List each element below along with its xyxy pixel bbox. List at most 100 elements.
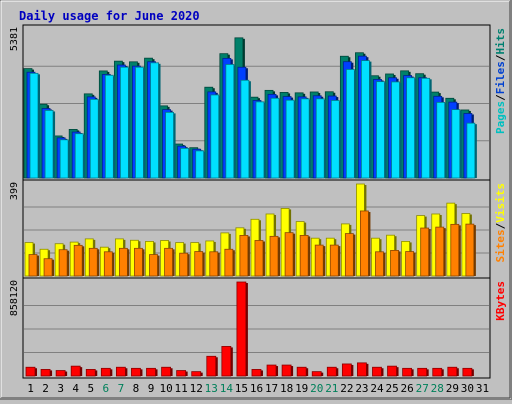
bar-sites-day-7 — [118, 247, 130, 277]
side-label-hits: Pages/Files/Hits — [494, 28, 507, 134]
bar-kbytes-day-28 — [432, 367, 444, 377]
x-tick-label: 29 — [446, 382, 459, 395]
x-tick-label: 11 — [175, 382, 188, 395]
bar-shadow — [230, 347, 233, 376]
x-tick-label: 19 — [295, 382, 308, 395]
bar-kbytes-day-30 — [462, 367, 474, 377]
bar-shadow — [97, 249, 100, 276]
bar-kbytes-day-9 — [146, 367, 158, 377]
bar-shadow — [50, 370, 53, 376]
bar-pages-day-9 — [150, 62, 161, 179]
bar-body — [44, 110, 54, 179]
bar-body — [462, 367, 473, 377]
bar-pages-day-21 — [330, 100, 342, 179]
x-tick-label: 12 — [190, 382, 203, 395]
x-tick-label: 31 — [476, 382, 489, 395]
bar-shadow — [82, 246, 85, 276]
bar-body — [329, 244, 339, 277]
bar-shadow — [443, 228, 446, 276]
bar-shadow — [110, 369, 113, 376]
bar-shadow — [170, 368, 173, 376]
bar-shadow — [233, 65, 236, 178]
bar-body — [73, 244, 83, 277]
x-tick-label: 7 — [118, 382, 125, 395]
y-max-label: 858120 — [9, 280, 20, 316]
bar-body — [344, 233, 354, 277]
bar-shadow — [366, 363, 369, 376]
bar-sites-day-19 — [299, 235, 311, 277]
bar-pages-day-2 — [44, 110, 56, 179]
bar-pages-day-18 — [285, 99, 297, 179]
bar-shadow — [444, 103, 447, 178]
bar-body — [300, 98, 310, 179]
side-label-part: / — [494, 54, 507, 61]
bar-body — [315, 98, 325, 179]
bar-pages-day-23 — [361, 60, 372, 179]
side-label-part: / — [494, 222, 507, 229]
bar-body — [390, 250, 399, 277]
bar-shadow — [83, 134, 86, 178]
bar-shadow — [368, 211, 371, 276]
bar-shadow — [456, 368, 459, 376]
bar-body — [284, 232, 294, 277]
bar-body — [115, 366, 126, 377]
bar-shadow — [398, 251, 401, 276]
bar-body — [146, 367, 156, 377]
bar-pages-day-10 — [165, 111, 176, 179]
bar-shadow — [294, 101, 297, 178]
bar-body — [58, 249, 68, 277]
bar-sites-day-28 — [435, 226, 446, 277]
side-label-part: Sites — [494, 229, 507, 262]
x-tick-label: 9 — [148, 382, 155, 395]
bar-shadow — [279, 99, 282, 178]
bar-body — [100, 367, 111, 377]
side-label-part: Files — [494, 61, 507, 94]
bar-shadow — [338, 246, 341, 276]
bar-pages-day-29 — [451, 109, 462, 179]
x-tick-label: 15 — [235, 382, 248, 395]
bar-body — [269, 235, 279, 277]
bar-shadow — [369, 61, 372, 178]
bar-body — [59, 139, 69, 179]
bar-kbytes-day-8 — [131, 367, 143, 377]
bar-body — [209, 251, 219, 277]
bar-kbytes-day-7 — [115, 366, 128, 377]
bar-body — [311, 371, 322, 377]
bar-kbytes-day-5 — [85, 369, 98, 377]
bar-pages-day-16 — [255, 101, 266, 179]
bar-shadow — [155, 369, 158, 376]
bar-shadow — [339, 101, 342, 178]
bar-body — [251, 369, 262, 377]
bar-pages-day-15 — [240, 79, 251, 179]
bar-kbytes-day-12 — [191, 371, 203, 377]
bar-pages-day-3 — [59, 139, 71, 179]
x-tick-label: 4 — [72, 382, 79, 395]
bar-shadow — [202, 252, 205, 276]
x-tick-label: 8 — [133, 382, 140, 395]
bar-body — [436, 102, 446, 179]
bar-sites-day-27 — [420, 227, 431, 277]
bar-shadow — [474, 124, 477, 178]
bar-body — [465, 223, 475, 277]
bar-shadow — [52, 259, 55, 276]
bar-body — [74, 133, 84, 179]
bar-shadow — [428, 229, 431, 276]
bar-body — [221, 346, 232, 377]
bar-shadow — [353, 234, 356, 276]
side-label-kbytes: KBytes — [494, 281, 507, 321]
bar-shadow — [293, 233, 296, 276]
bar-body — [450, 223, 460, 277]
bar-shadow — [414, 78, 417, 178]
bar-body — [341, 363, 352, 377]
bar-pages-day-6 — [104, 74, 116, 179]
bar-pages-day-20 — [315, 98, 327, 179]
bar-shadow — [324, 99, 327, 178]
bar-shadow — [458, 225, 461, 276]
side-label-part: / — [494, 94, 507, 101]
bar-body — [118, 247, 128, 277]
bar-shadow — [80, 367, 83, 376]
x-tick-label: 28 — [431, 382, 444, 395]
bar-body — [40, 369, 51, 377]
bar-kbytes-day-13 — [206, 355, 218, 377]
